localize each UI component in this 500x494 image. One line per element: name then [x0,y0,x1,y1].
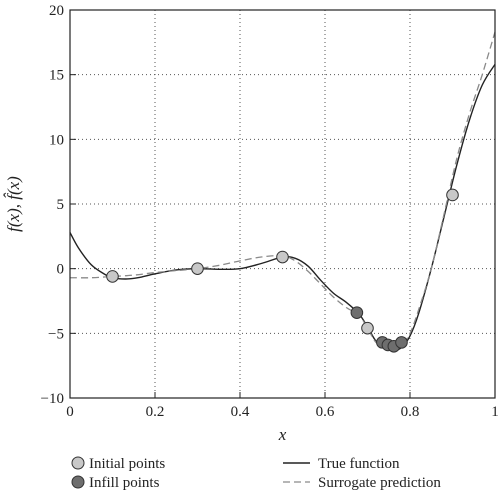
x-axis-title: x [278,425,287,444]
infill-point [350,306,364,319]
legend: Initial points Infill points True functi… [71,456,441,491]
y-tick-label: 5 [57,197,65,213]
ticks: 0 0.2 0.4 0.6 0.8 1 −10 −5 0 5 10 15 20 [41,3,499,420]
true-function-line [69,63,496,351]
x-tick-label: 1 [491,404,499,420]
initial-point [276,250,289,264]
initial-point [361,321,374,335]
initial-point [191,262,204,275]
legend-initial-marker [71,456,85,470]
surrogate-prediction-line [69,31,496,349]
legend-initial-label: Initial points [89,456,165,472]
y-tick-label: −5 [48,326,64,342]
initial-point [106,270,119,283]
y-tick-label: 0 [57,262,65,278]
x-tick-label: 0.6 [316,404,335,420]
infill-point [395,336,408,349]
y-tick-label: −10 [41,391,64,407]
x-tick-label: 0 [66,404,74,420]
legend-infill-label: Infill points [89,475,160,491]
initial-point [446,188,459,202]
y-tick-label: 15 [49,68,64,84]
x-tick-label: 0.2 [146,404,165,420]
y-tick-label: 20 [49,3,64,19]
markers [106,188,459,353]
x-tick-label: 0.8 [401,404,420,420]
curves [69,31,496,351]
legend-surrogate-label: Surrogate prediction [318,475,441,491]
y-tick-label: 10 [49,132,64,148]
legend-infill-marker [71,475,85,489]
legend-true-label: True function [318,456,400,472]
y-axis-title: f(x), f̂(x) [3,176,23,232]
grid [70,10,495,398]
x-tick-label: 0.4 [231,404,250,420]
